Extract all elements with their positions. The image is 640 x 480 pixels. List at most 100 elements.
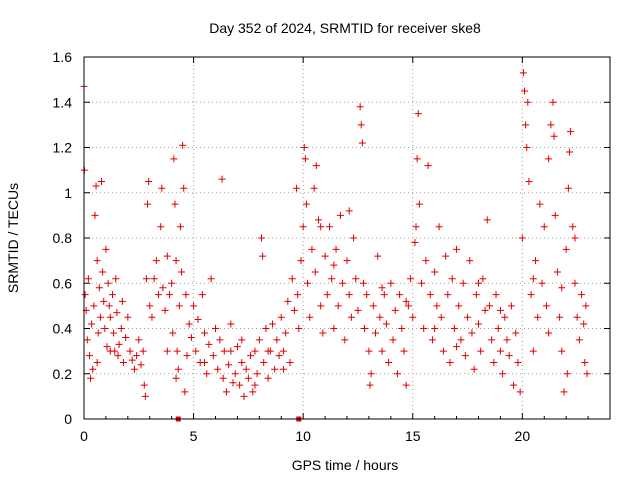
data-point	[300, 144, 308, 151]
data-point	[547, 121, 555, 129]
data-point	[251, 381, 259, 389]
y-tick-label: 0.6	[53, 275, 73, 291]
data-point	[83, 336, 91, 344]
y-axis-ticks: 0 0.2 0.4 0.6 0.8 1 1.2 1.4 1.6	[53, 49, 610, 427]
data-point	[277, 313, 285, 321]
data-point	[352, 275, 360, 283]
data-point	[227, 347, 235, 355]
data-point	[580, 320, 588, 328]
data-point	[354, 306, 362, 314]
data-point	[119, 358, 127, 366]
data-point	[110, 329, 118, 337]
y-tick-label: 0.2	[53, 366, 73, 382]
data-point	[93, 257, 101, 265]
data-point	[128, 356, 136, 364]
data-point	[339, 279, 347, 287]
data-point	[299, 223, 307, 231]
data-point	[152, 257, 160, 265]
data-point	[130, 365, 138, 373]
data-point	[422, 257, 430, 265]
data-point	[551, 211, 559, 219]
data-point	[219, 374, 227, 382]
data-point	[106, 347, 114, 355]
data-point	[88, 320, 96, 328]
data-point	[336, 211, 344, 219]
x-tick-label: 20	[515, 428, 531, 444]
data-point	[507, 302, 515, 310]
data-point	[455, 302, 463, 310]
data-point	[518, 234, 526, 242]
data-point	[182, 291, 190, 299]
y-tick-label: 1	[64, 185, 72, 201]
data-point	[205, 340, 213, 348]
data-point	[391, 306, 399, 314]
x-axis-label: GPS time / hours	[292, 457, 399, 473]
data-point	[273, 336, 281, 344]
data-point	[402, 297, 410, 305]
data-point	[359, 279, 367, 287]
data-point	[201, 329, 209, 337]
data-point	[481, 306, 489, 314]
data-point	[569, 223, 577, 231]
data-point	[112, 275, 120, 283]
grid	[84, 57, 610, 419]
data-point	[114, 352, 122, 360]
data-point	[91, 211, 99, 219]
y-axis-label: SRMTID / TECUs	[5, 183, 21, 293]
data-point	[396, 291, 404, 299]
data-point	[117, 325, 125, 332]
data-point	[431, 325, 439, 332]
data-point	[255, 336, 263, 344]
data-point	[209, 352, 217, 360]
data-point	[565, 148, 573, 156]
data-point	[295, 325, 303, 332]
data-point	[522, 121, 530, 129]
data-point	[398, 325, 406, 332]
data-point	[428, 336, 436, 344]
data-point	[527, 291, 535, 299]
data-point	[284, 297, 292, 305]
data-point	[415, 200, 423, 208]
data-point	[319, 329, 327, 337]
data-point	[571, 279, 579, 287]
data-point	[407, 275, 415, 283]
data-point	[94, 329, 102, 337]
data-point	[470, 365, 478, 373]
data-point	[220, 347, 228, 355]
data-point	[400, 347, 408, 355]
data-point	[268, 320, 276, 328]
data-point	[171, 200, 179, 208]
data-point	[363, 291, 371, 299]
data-point	[183, 352, 191, 360]
data-point	[475, 320, 482, 328]
data-point	[341, 336, 349, 344]
data-point	[418, 279, 426, 287]
data-point	[115, 340, 123, 348]
data-point	[286, 358, 294, 366]
data-point	[93, 358, 101, 366]
data-point	[358, 139, 366, 147]
data-point	[242, 365, 250, 373]
data-point	[187, 334, 195, 342]
data-point	[105, 302, 113, 310]
data-point	[468, 329, 476, 337]
data-point	[459, 279, 467, 287]
data-point	[157, 223, 165, 231]
data-points	[80, 69, 591, 400]
data-point	[229, 379, 237, 387]
y-tick-label: 1.2	[53, 140, 73, 156]
data-point	[238, 336, 246, 344]
data-point	[549, 98, 557, 106]
data-point	[328, 275, 336, 283]
data-point	[238, 358, 246, 366]
data-point	[258, 234, 266, 242]
data-point	[304, 279, 312, 287]
data-point	[92, 182, 100, 190]
data-point	[175, 302, 183, 310]
data-point	[521, 87, 529, 95]
data-point	[510, 381, 518, 389]
data-point	[453, 245, 461, 253]
data-point	[100, 297, 108, 305]
data-point	[444, 291, 452, 299]
data-point	[240, 392, 248, 400]
